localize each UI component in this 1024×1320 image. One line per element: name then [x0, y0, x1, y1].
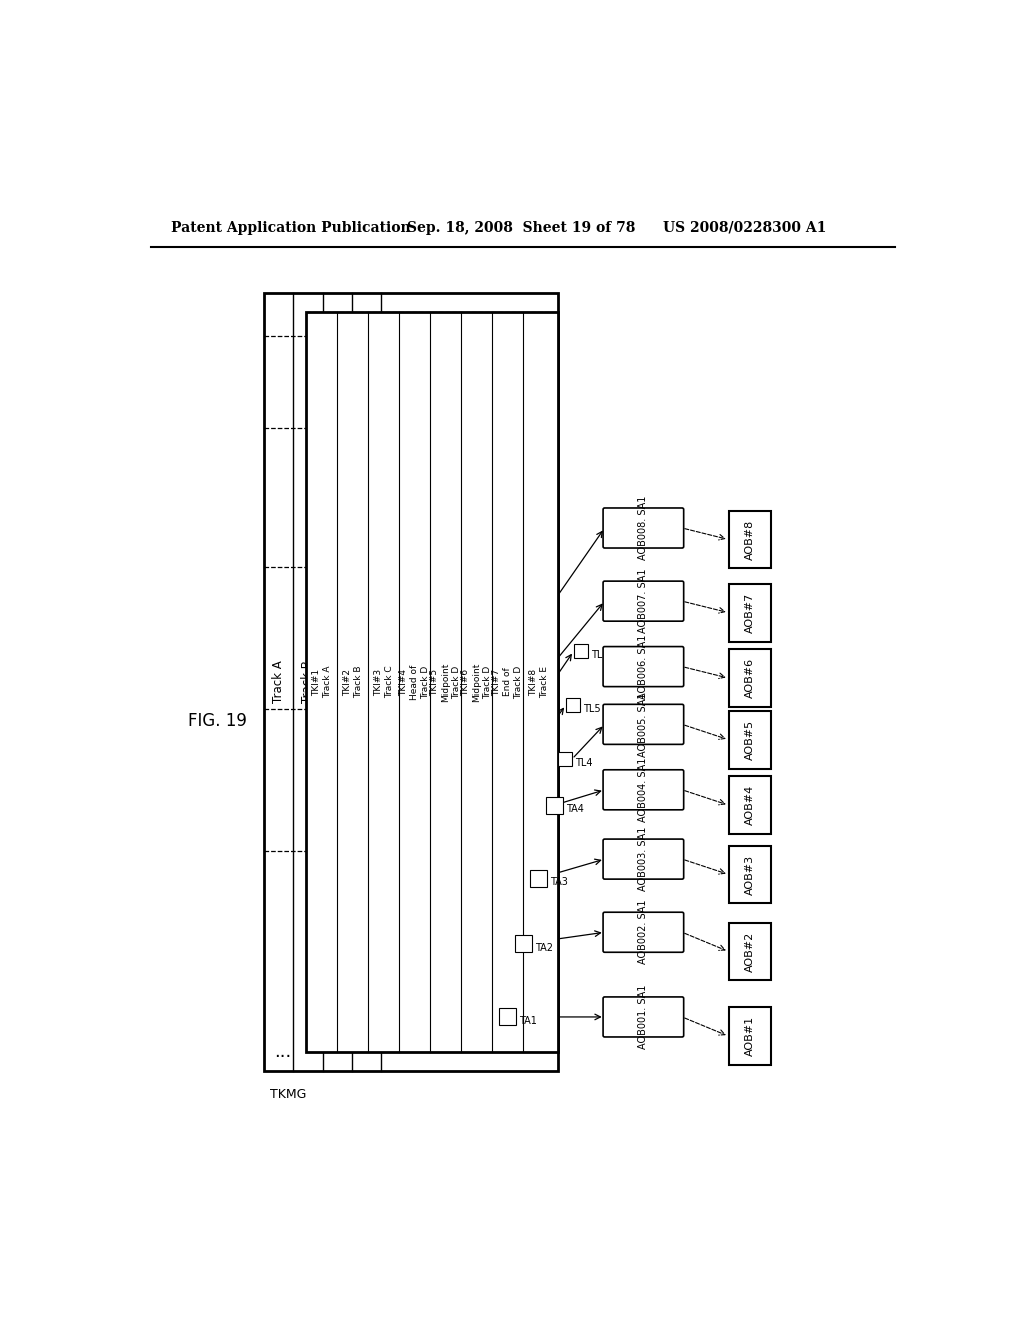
Text: TKMG: TKMG: [270, 1088, 306, 1101]
Text: AOB#8: AOB#8: [744, 520, 755, 560]
Bar: [558, 752, 572, 766]
FancyBboxPatch shape: [603, 581, 684, 622]
Text: FIG. 19: FIG. 19: [187, 711, 247, 730]
Text: TKI#8
Track E: TKI#8 Track E: [528, 667, 549, 698]
Text: AOB008. SA1: AOB008. SA1: [638, 496, 648, 560]
Bar: [729, 711, 771, 768]
Text: AOB001. SA1: AOB001. SA1: [638, 985, 648, 1049]
Text: ...: ...: [274, 1043, 292, 1060]
Bar: [306, 313, 558, 1052]
Text: TA1: TA1: [519, 1016, 538, 1026]
Text: TL4: TL4: [575, 758, 593, 768]
FancyBboxPatch shape: [603, 997, 684, 1038]
Text: AOB#6: AOB#6: [744, 659, 755, 698]
Text: Track C: Track C: [331, 660, 344, 704]
FancyBboxPatch shape: [603, 647, 684, 686]
Text: TL5: TL5: [583, 704, 600, 714]
FancyBboxPatch shape: [603, 705, 684, 744]
Text: TKI#1
Track A: TKI#1 Track A: [311, 665, 332, 698]
Text: TKI#3
Track C: TKI#3 Track C: [374, 665, 394, 698]
Text: AOB#7: AOB#7: [744, 593, 755, 632]
Text: Track B: Track B: [301, 660, 314, 704]
Bar: [263, 293, 558, 1071]
Bar: [729, 846, 771, 903]
Bar: [546, 797, 563, 813]
Text: TA2: TA2: [535, 942, 553, 953]
Text: AOB#3: AOB#3: [744, 854, 755, 895]
FancyBboxPatch shape: [603, 508, 684, 548]
Text: AOB006. SA1: AOB006. SA1: [638, 635, 648, 698]
Text: TKI#6
Midpoint
Track D: TKI#6 Midpoint Track D: [461, 663, 493, 702]
Bar: [566, 698, 580, 711]
Text: AOB002. SA1: AOB002. SA1: [638, 900, 648, 965]
Text: US 2008/0228300 A1: US 2008/0228300 A1: [663, 220, 826, 235]
Text: Track A: Track A: [271, 660, 285, 704]
Text: TA4: TA4: [566, 804, 584, 814]
Text: AOB004. SA1: AOB004. SA1: [638, 758, 648, 822]
Text: AOB#5: AOB#5: [744, 719, 755, 760]
FancyBboxPatch shape: [603, 770, 684, 810]
FancyBboxPatch shape: [603, 840, 684, 879]
Text: AOB#2: AOB#2: [744, 932, 755, 972]
Text: Patent Application Publication: Patent Application Publication: [171, 220, 411, 235]
Text: AOB003. SA1: AOB003. SA1: [638, 826, 648, 891]
Bar: [729, 511, 771, 569]
Text: TA3: TA3: [550, 878, 568, 887]
Bar: [729, 923, 771, 981]
Text: TKI#2
Track B: TKI#2 Track B: [343, 665, 362, 698]
Text: TKI#7
End of
Track D: TKI#7 End of Track D: [493, 665, 523, 698]
Bar: [530, 870, 547, 887]
Bar: [515, 936, 531, 952]
Bar: [729, 1007, 771, 1065]
Bar: [729, 583, 771, 642]
Text: AOB005. SA1: AOB005. SA1: [638, 692, 648, 756]
Text: AOB007. SA1: AOB007. SA1: [638, 569, 648, 634]
Bar: [500, 1008, 516, 1026]
Text: TKI#4
Head of
Track D: TKI#4 Head of Track D: [399, 664, 430, 700]
Text: Sep. 18, 2008  Sheet 19 of 78: Sep. 18, 2008 Sheet 19 of 78: [407, 220, 635, 235]
FancyBboxPatch shape: [603, 912, 684, 952]
Text: TKI#5
Midpoint
Track D: TKI#5 Midpoint Track D: [430, 663, 462, 702]
Text: AOB#1: AOB#1: [744, 1016, 755, 1056]
Bar: [729, 776, 771, 834]
Text: Track E: Track E: [390, 661, 402, 704]
Bar: [573, 644, 588, 659]
Text: Track D: Track D: [360, 660, 373, 704]
Text: AOB#4: AOB#4: [744, 785, 755, 825]
Bar: [729, 649, 771, 708]
Text: TL6: TL6: [591, 649, 608, 660]
